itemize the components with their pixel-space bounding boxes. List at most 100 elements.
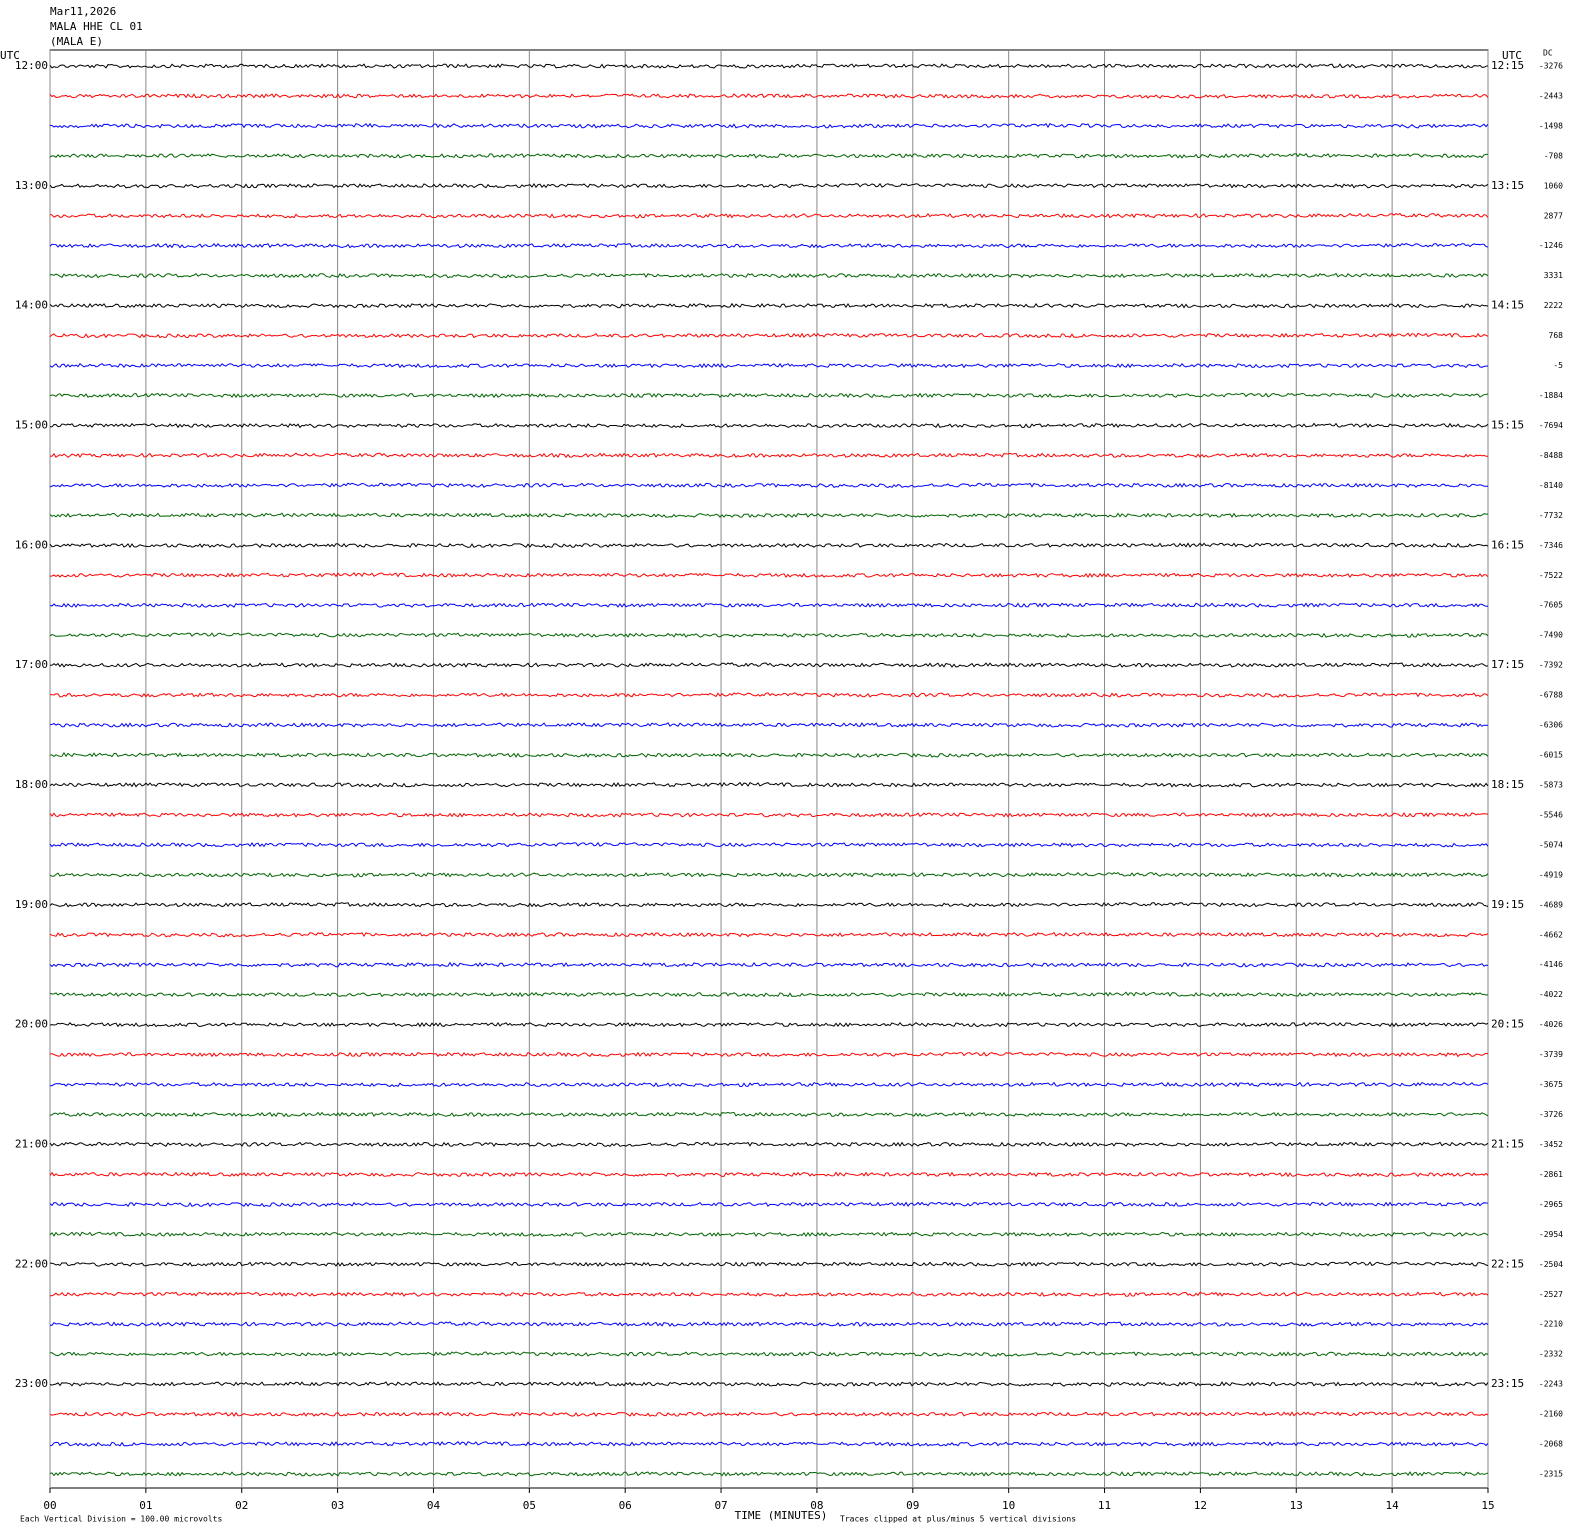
dc-value: -8140	[1539, 481, 1563, 490]
x-tick-label: 15	[1481, 1499, 1494, 1512]
dc-value: -3452	[1539, 1140, 1563, 1149]
dc-value: 1060	[1544, 181, 1563, 190]
dc-value: -2160	[1539, 1410, 1563, 1419]
hour-label-left: 23:00	[15, 1377, 48, 1390]
hour-label-right: 19:15	[1491, 898, 1524, 911]
hour-label-right: 23:15	[1491, 1377, 1524, 1390]
hour-label-right: 18:15	[1491, 778, 1524, 791]
dc-value: -3276	[1539, 62, 1563, 71]
trace	[49, 93, 1489, 100]
dc-value: -6788	[1539, 691, 1563, 700]
hour-label-left: 20:00	[15, 1018, 48, 1031]
dc-value: -5074	[1539, 840, 1563, 849]
trace	[49, 422, 1489, 429]
dc-value: -2861	[1539, 1170, 1563, 1179]
dc-value: 768	[1549, 331, 1564, 340]
dc-value: -2243	[1539, 1380, 1563, 1389]
title-line: (MALA E)	[50, 35, 103, 48]
hour-label-right: 14:15	[1491, 299, 1524, 312]
trace	[49, 362, 1489, 369]
trace	[49, 1351, 1489, 1357]
trace	[49, 632, 1489, 638]
trace	[49, 182, 1489, 189]
dc-value: -7694	[1539, 421, 1563, 430]
trace	[49, 153, 1488, 159]
hour-label-left: 12:00	[15, 59, 48, 72]
dc-value: -7346	[1539, 541, 1563, 550]
trace	[49, 1411, 1489, 1417]
hour-label-right: 22:15	[1491, 1257, 1524, 1270]
left-axis-title: UTC	[0, 49, 20, 62]
dc-value: -5	[1553, 361, 1563, 370]
dc-value: -2068	[1539, 1440, 1563, 1449]
plot-frame	[49, 49, 1489, 1489]
x-tick-label: 06	[619, 1499, 632, 1512]
dc-value: 3331	[1544, 271, 1563, 280]
x-tick-label: 14	[1386, 1499, 1400, 1512]
dc-value: -2527	[1539, 1290, 1563, 1299]
dc-value: -2332	[1539, 1350, 1563, 1359]
trace	[49, 722, 1489, 728]
dc-value: -2965	[1539, 1200, 1563, 1209]
trace	[49, 1111, 1489, 1118]
dc-value: 2877	[1544, 211, 1563, 220]
trace	[49, 871, 1489, 878]
dc-value: -7490	[1539, 631, 1563, 640]
x-tick-label: 05	[523, 1499, 536, 1512]
trace	[49, 1171, 1489, 1178]
dc-value: -5546	[1539, 810, 1563, 819]
hour-label-left: 19:00	[15, 898, 48, 911]
x-tick-label: 09	[906, 1499, 919, 1512]
dc-value: -5873	[1539, 780, 1563, 789]
x-tick-label: 01	[139, 1499, 152, 1512]
footer-right: Traces clipped at plus/minus 5 vertical …	[840, 1515, 1076, 1524]
trace	[49, 272, 1489, 279]
trace	[49, 242, 1489, 249]
title-line: Mar11,2026	[50, 5, 116, 18]
trace	[50, 1261, 1489, 1267]
right-axis-title: UTC	[1502, 49, 1522, 62]
footer-left: Each Vertical Division = 100.00 microvol…	[20, 1515, 222, 1524]
trace	[49, 452, 1489, 459]
dc-value: -8488	[1539, 451, 1563, 460]
dc-value: -2315	[1539, 1470, 1563, 1479]
trace	[49, 302, 1489, 309]
dc-value: -7605	[1539, 601, 1563, 610]
trace	[49, 1381, 1489, 1387]
hour-label-right: 13:15	[1491, 179, 1524, 192]
x-tick-label: 12	[1194, 1499, 1207, 1512]
trace	[49, 1201, 1489, 1208]
trace	[49, 332, 1489, 339]
dc-value: -7392	[1539, 661, 1563, 670]
dc-value: -7522	[1539, 571, 1563, 580]
trace	[49, 572, 1489, 579]
dc-value: -3726	[1539, 1110, 1563, 1119]
dc-title: DC	[1543, 49, 1553, 58]
dc-value: -4146	[1539, 960, 1563, 969]
trace	[49, 812, 1489, 818]
dc-value: -4689	[1539, 900, 1563, 909]
trace	[49, 602, 1488, 608]
dc-value: -7732	[1539, 511, 1563, 520]
hour-label-left: 21:00	[15, 1137, 48, 1150]
hour-label-left: 14:00	[15, 299, 48, 312]
x-tick-label: 13	[1290, 1499, 1303, 1512]
hour-label-right: 12:15	[1491, 59, 1524, 72]
hour-label-right: 17:15	[1491, 658, 1524, 671]
trace	[49, 1440, 1489, 1447]
title-line: MALA HHE CL 01	[50, 20, 143, 33]
trace	[49, 662, 1489, 668]
trace	[49, 1321, 1489, 1327]
trace	[49, 961, 1489, 968]
trace	[49, 542, 1489, 549]
trace	[49, 1081, 1489, 1088]
hour-label-left: 16:00	[15, 538, 48, 551]
x-tick-label: 04	[427, 1499, 441, 1512]
trace	[49, 781, 1489, 788]
x-tick-label: 00	[43, 1499, 56, 1512]
trace	[49, 1231, 1489, 1238]
x-axis-label: TIME (MINUTES)	[735, 1509, 828, 1522]
trace	[49, 1021, 1489, 1028]
trace	[49, 63, 1489, 69]
